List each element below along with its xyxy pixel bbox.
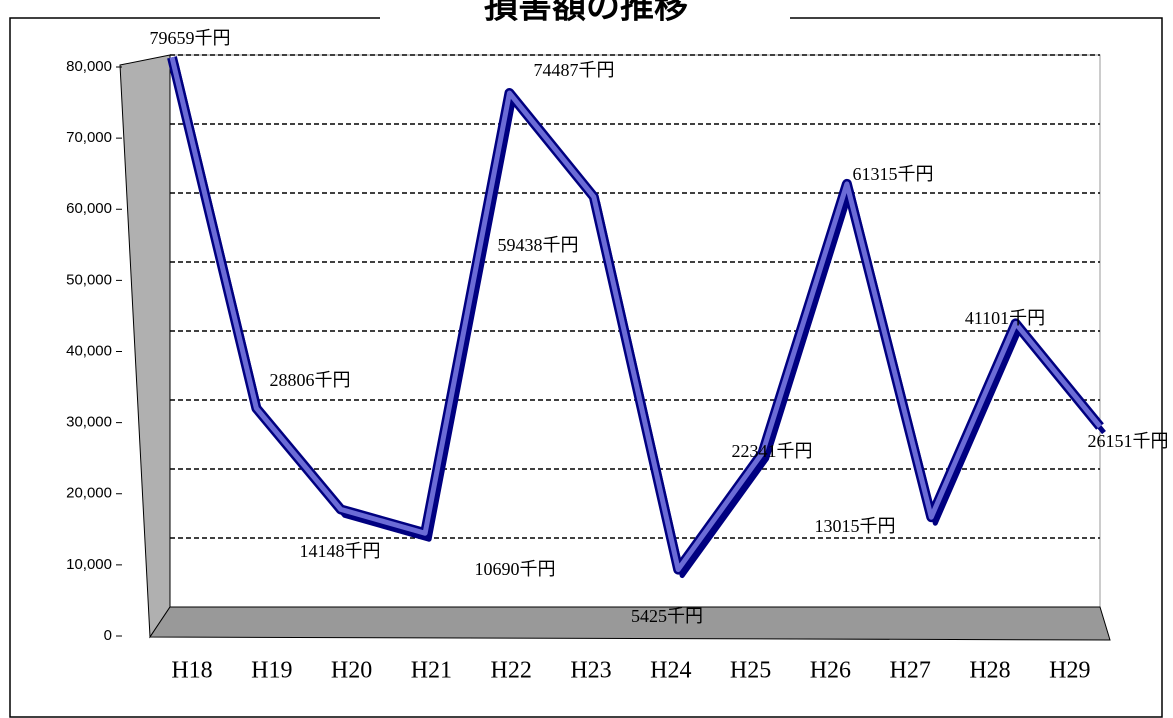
x-tick-label: H25	[730, 658, 771, 684]
x-tick-label: H24	[650, 658, 691, 684]
data-label: 26151千円	[1088, 431, 1169, 451]
data-label: 59438千円	[498, 235, 579, 255]
y-tick-label: 20,000	[66, 485, 112, 502]
y-tick-label: 50,000	[66, 271, 112, 288]
data-label: 79659千円	[150, 28, 231, 48]
x-tick-label: H19	[251, 658, 292, 684]
y-tick-label: 80,000	[66, 58, 112, 75]
x-tick-label: H26	[810, 658, 851, 684]
data-label: 28806千円	[270, 370, 351, 390]
line	[169, 56, 1102, 573]
data-label: 41101千円	[965, 308, 1045, 328]
data-label: 13015千円	[815, 516, 896, 536]
x-tick-label: H29	[1049, 658, 1090, 684]
data-label: 22341千円	[732, 441, 813, 461]
y-tick-label: 0	[104, 627, 112, 644]
data-label: 10690千円	[475, 559, 556, 579]
y-tick-label: 40,000	[66, 342, 112, 359]
y-tick-label: 60,000	[66, 200, 112, 217]
side-wall	[119, 54, 171, 639]
data-label: 74487千円	[534, 60, 615, 80]
x-tick-label: H27	[890, 658, 931, 684]
data-label: 61315千円	[853, 164, 934, 184]
x-tick-label: H18	[171, 658, 212, 684]
y-tick-label: 30,000	[66, 414, 112, 431]
data-label: 14148千円	[300, 541, 381, 561]
chart-title: 損害額の推移	[484, 0, 688, 27]
x-tick-label: H28	[969, 658, 1010, 684]
x-tick-label: H21	[411, 658, 452, 684]
x-tick-label: H22	[491, 658, 532, 684]
y-tick-label: 70,000	[66, 129, 112, 146]
x-tick-label: H23	[570, 658, 611, 684]
data-label: 5425千円	[631, 606, 703, 626]
title-backdrop	[380, 0, 790, 30]
y-tick-label: 10,000	[66, 556, 112, 573]
x-tick-label: H20	[331, 658, 372, 684]
floor	[149, 606, 1111, 641]
